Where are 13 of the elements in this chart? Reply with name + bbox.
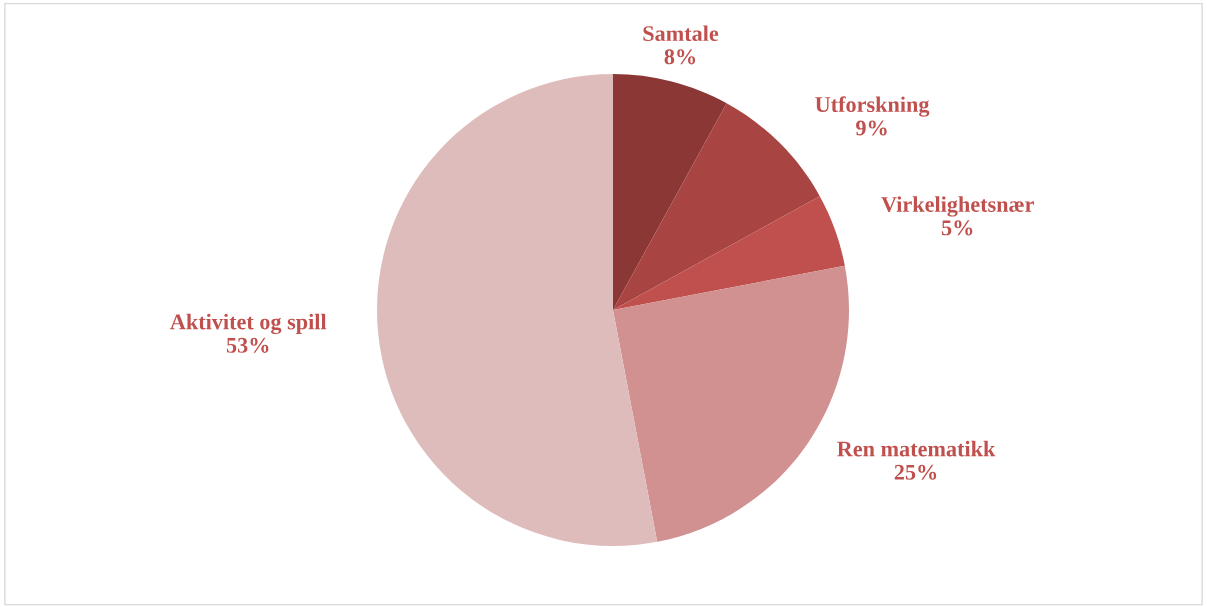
pie-slice bbox=[613, 74, 727, 310]
slice-label: Samtale bbox=[643, 25, 719, 42]
data-label: 5% bbox=[941, 220, 973, 236]
pie-slice bbox=[377, 74, 658, 546]
data-label: 8% bbox=[664, 49, 696, 65]
pie-slice bbox=[613, 196, 845, 310]
data-label: 9% bbox=[856, 120, 887, 136]
slice-label: Aktivitet og spill bbox=[170, 313, 327, 335]
data-label: 53% bbox=[226, 337, 269, 353]
slice-label: Ren matematikk bbox=[837, 440, 996, 457]
slice-label: Utforskning bbox=[815, 96, 930, 117]
data-label: 25% bbox=[894, 464, 937, 480]
slice-label: Virkelighetsnær bbox=[881, 196, 1034, 217]
